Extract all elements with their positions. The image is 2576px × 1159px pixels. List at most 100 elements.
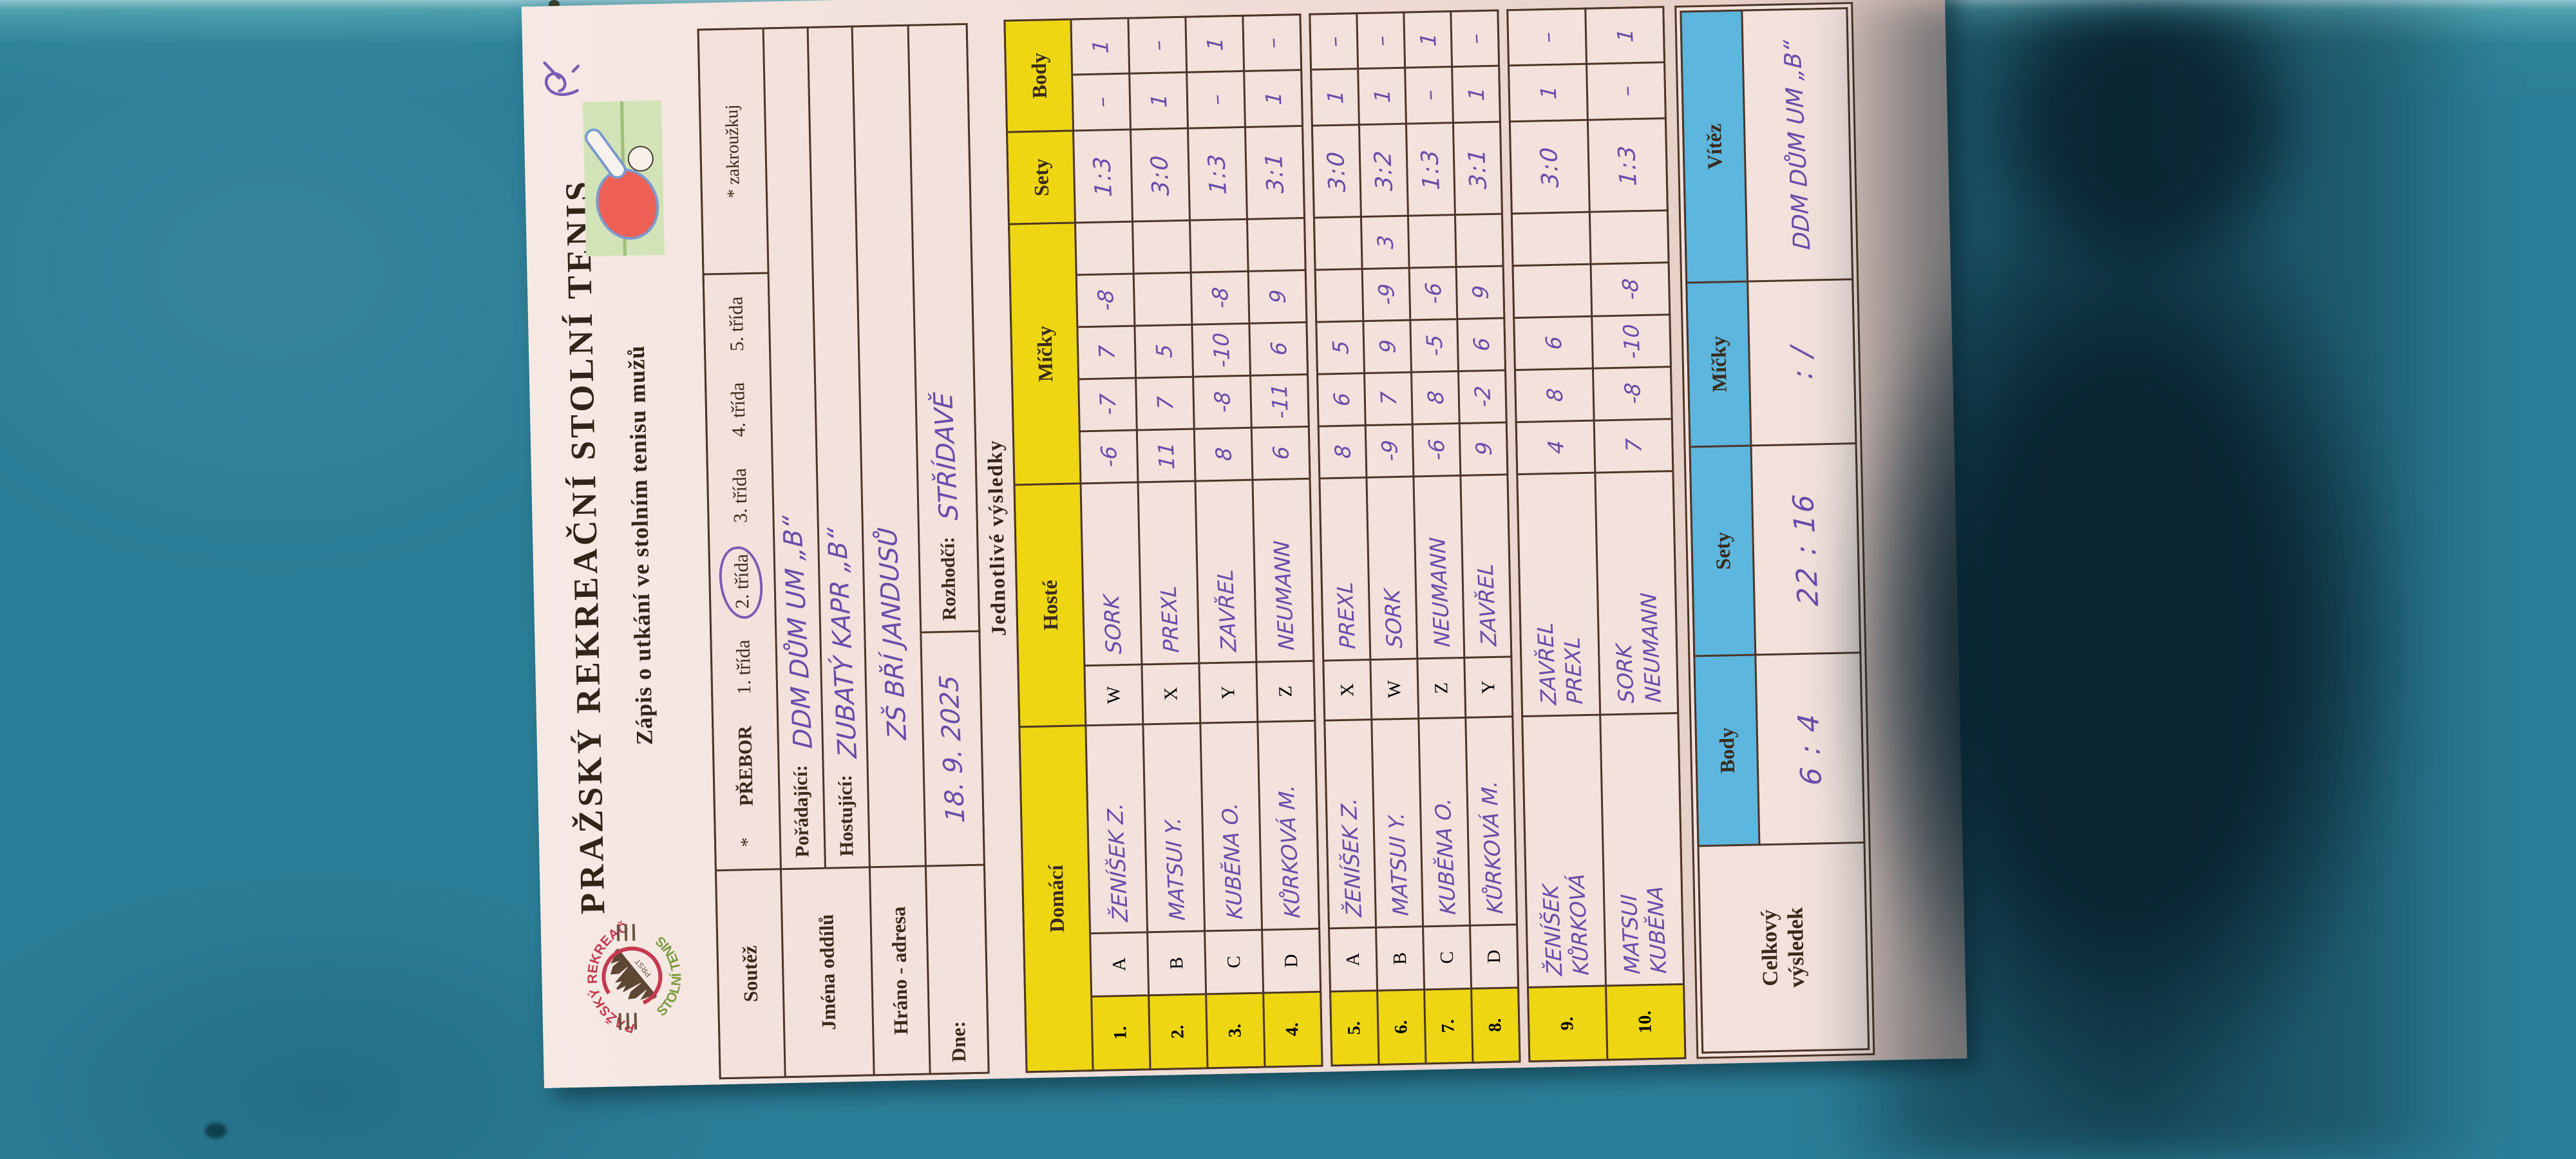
guest-point: 1 — [1186, 16, 1244, 71]
home-player: MATSUI Y. — [1144, 724, 1204, 932]
home-point: 1 — [1245, 71, 1302, 126]
set-score — [1512, 212, 1590, 265]
sets-result: 3:1 — [1246, 127, 1303, 218]
set-score — [1134, 273, 1191, 325]
sets-result: 3:0 — [1510, 120, 1589, 213]
guest-player: PREXL — [1320, 478, 1370, 660]
home-pair: MATSUI KUBĚNA — [1601, 714, 1683, 985]
results-table-doubles: 9. ŽENÍŠEK KŮRKOVÁ ZAVŘEL PREXL 4 8 6 3:… — [1506, 6, 1687, 1062]
home-letter: D — [1263, 929, 1320, 992]
class-4: 4. třída — [727, 382, 750, 438]
row-number: 1. — [1092, 996, 1150, 1070]
guest-letter: Y — [1465, 657, 1512, 717]
winner: DDM DŮM UM „B“ — [1743, 9, 1852, 281]
set-score: 9 — [1364, 321, 1410, 373]
home-player: KUBĚNA O. — [1419, 718, 1469, 926]
home-player: KŮRKOVÁ M. — [1466, 717, 1516, 925]
home-point: – — [1587, 63, 1665, 119]
set-score: -8 — [1194, 376, 1251, 428]
guest-player: PREXL — [1139, 482, 1198, 664]
set-score — [1133, 221, 1190, 273]
jmena-oddilu-label: Jména oddílů — [781, 868, 873, 1077]
hoste-header: Hosté — [1015, 484, 1085, 726]
zakrouzkuj-note: * zakroužkuj — [699, 29, 768, 274]
home-letter: B — [1148, 932, 1206, 995]
home-point: 1 — [1130, 73, 1187, 129]
home-point: 1 — [1510, 64, 1587, 121]
set-score — [1513, 265, 1591, 317]
set-score: 7 — [1365, 373, 1412, 425]
set-score: -6 — [1080, 431, 1137, 483]
set-score — [1314, 218, 1361, 269]
guest-letter: X — [1324, 661, 1371, 720]
sets-result: 1:3 — [1189, 127, 1246, 220]
set-score: -9 — [1363, 269, 1410, 321]
guest-point: – — [1311, 14, 1358, 69]
set-score: -8 — [1077, 274, 1134, 326]
set-score: 11 — [1137, 429, 1195, 482]
date-value: 18. 9. 2025 — [934, 674, 971, 824]
venue-value: ZŠ BŘÍ JANDUSŮ — [873, 527, 913, 740]
dne-value-cell: 18. 9. 2025 — [922, 632, 983, 865]
class-1: 1. třída — [732, 639, 755, 695]
guest-letter: X — [1142, 664, 1200, 724]
home-team-name: DDM DŮM UM „B“ — [777, 514, 819, 749]
guest-point: – — [1358, 13, 1405, 68]
guest-point: 1 — [1405, 12, 1452, 67]
sets-result: 3:0 — [1312, 126, 1360, 217]
domaci-header: Domácí — [1020, 726, 1092, 1071]
paddle-and-ball-image — [582, 100, 665, 257]
home-player: KUBĚNA O. — [1201, 722, 1262, 930]
set-score: -9 — [1366, 425, 1413, 477]
results-table-singles-2: 5. A ŽENÍŠEK Z. X PREXL 8 6 5 3:0 1 – 6.… — [1309, 9, 1521, 1067]
sets-result: 1:3 — [1588, 119, 1667, 211]
guest-point: – — [1129, 17, 1186, 73]
guest-player: ZAVŘEL — [1196, 480, 1256, 663]
home-letter: A — [1091, 933, 1148, 996]
sets-result: 3:1 — [1454, 122, 1501, 214]
set-score: 6 — [1318, 374, 1365, 426]
results-table-singles-1: Domácí Hosté Míčky Sety Body 1. A ŽENÍŠE… — [1003, 14, 1323, 1073]
guest-point: – — [1452, 11, 1499, 66]
guest-pair: SORK NEUMANN — [1596, 472, 1678, 714]
row-number: 6. — [1378, 990, 1425, 1064]
set-score: -7 — [1079, 379, 1136, 431]
home-point: – — [1188, 71, 1244, 127]
set-score: -2 — [1459, 371, 1506, 422]
home-letter: D — [1471, 925, 1518, 988]
scoresheet-paper: PRAŽSKÝ REKREAČNÍ STOLNÍ TENIS PRST PRAŽ… — [521, 0, 1967, 1089]
dne-label: Dne: — [926, 865, 988, 1073]
set-score: 9 — [1249, 270, 1306, 323]
sets-result: 3:0 — [1132, 129, 1189, 221]
class-2-circled: 2. třída — [730, 554, 753, 609]
set-score: 6 — [1250, 323, 1307, 375]
set-score — [1076, 222, 1133, 274]
body-header: Body — [1005, 20, 1073, 131]
set-score — [1248, 219, 1305, 270]
referee-value: STŘÍDAVĚ — [928, 391, 965, 521]
stamp-lines — [616, 923, 638, 1030]
class-5: 5. třída — [725, 296, 748, 352]
set-score: -10 — [1193, 324, 1250, 376]
set-score: 7 — [1595, 420, 1672, 472]
set-score: 7 — [1137, 377, 1193, 429]
set-score — [1590, 211, 1668, 263]
set-score: 3 — [1361, 216, 1408, 269]
guest-player: SORK — [1081, 483, 1141, 665]
ball — [627, 146, 654, 172]
set-score: 9 — [1460, 423, 1507, 475]
sety-header: Sety — [1008, 131, 1075, 223]
guest-player: ZAVŘEL — [1461, 475, 1511, 657]
home-letter: A — [1330, 928, 1377, 991]
total-balls: : ∕ — [1748, 280, 1855, 445]
class-3: 3. třída — [728, 467, 752, 523]
row-number: 5. — [1331, 991, 1378, 1065]
set-score: -11 — [1251, 375, 1308, 427]
home-player: MATSUI Y. — [1372, 719, 1423, 927]
guest-letter: W — [1371, 659, 1418, 719]
micky-header: Míčky — [1010, 223, 1080, 484]
footnote-star: * — [736, 836, 759, 847]
home-player: KŮRKOVÁ M. — [1258, 721, 1319, 929]
poradajici-label: Pořádající: — [790, 764, 813, 858]
set-score: 9 — [1457, 267, 1504, 319]
